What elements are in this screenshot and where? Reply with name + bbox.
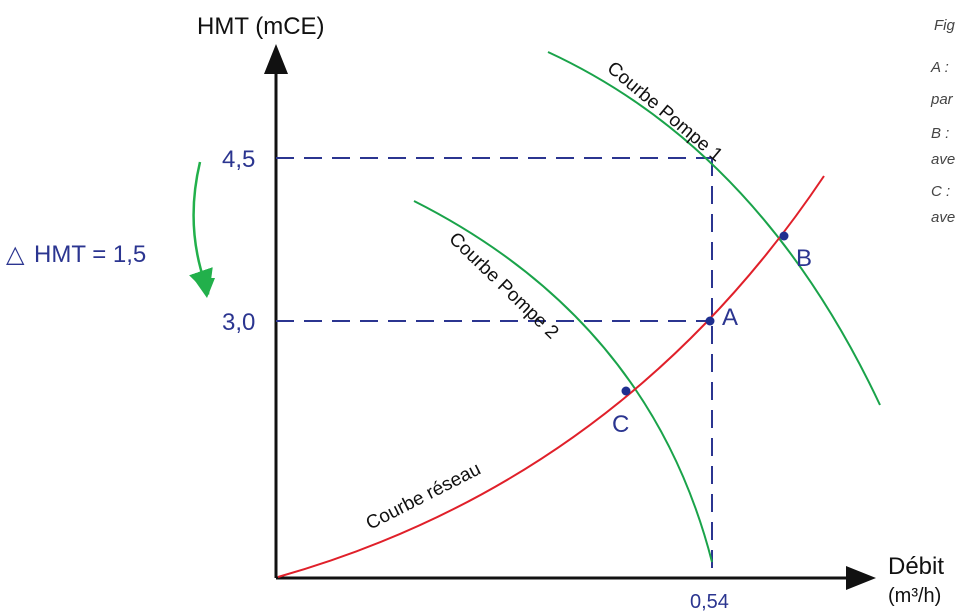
x-axis-arrow-icon — [846, 566, 876, 590]
x-axis-title-line2: (m³/h) — [888, 585, 941, 607]
pump1-label: Courbe Pompe 1 — [603, 58, 727, 166]
point-a — [705, 316, 715, 326]
side-note-fig: Fig — [934, 17, 955, 34]
pump1-curve — [547, 51, 881, 406]
point-c-label: C — [612, 411, 629, 438]
side-note-a-cont: par — [930, 91, 954, 108]
network-curve — [277, 175, 825, 578]
point-b — [779, 231, 789, 241]
point-b-label: B — [796, 245, 812, 272]
y-axis-title: HMT (mCE) — [197, 13, 325, 40]
delta-arrow-icon — [189, 161, 213, 295]
y-axis-arrow-icon — [264, 44, 288, 74]
side-note-a: A : — [930, 59, 949, 76]
pump2-label: Courbe Pompe 2 — [445, 228, 563, 343]
tick-x-mark: 0,54 — [690, 591, 729, 613]
point-a-label: A — [722, 304, 738, 331]
tick-y-low: 3,0 — [222, 309, 255, 336]
side-note-c-cont: ave — [931, 209, 955, 226]
side-note-c: C : — [931, 183, 950, 200]
delta-text: HMT = 1,5 — [34, 241, 146, 268]
delta-symbol: △ — [6, 241, 25, 268]
pump2-curve — [413, 200, 713, 563]
delta-arrowhead-icon — [193, 278, 215, 298]
x-axis-title-line1: Débit — [888, 553, 944, 580]
side-note-b-cont: ave — [931, 151, 955, 168]
side-note-b: B : — [931, 125, 949, 142]
tick-y-high: 4,5 — [222, 146, 255, 173]
point-c — [621, 386, 631, 396]
